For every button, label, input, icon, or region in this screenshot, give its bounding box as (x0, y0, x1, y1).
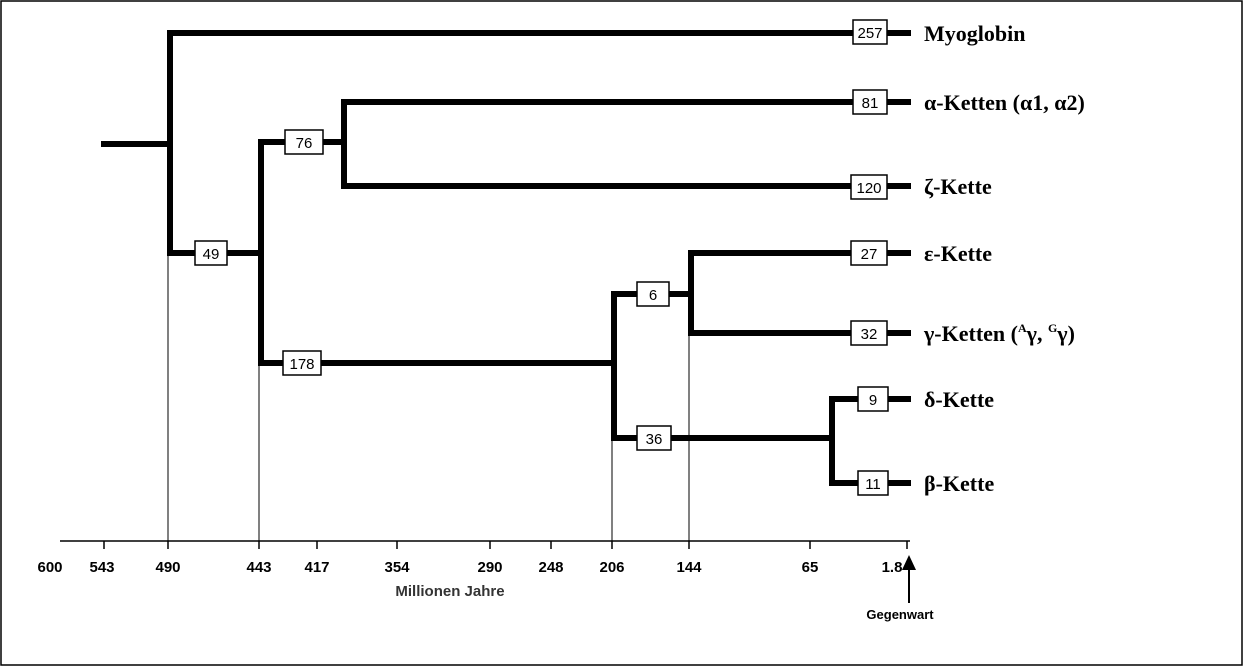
value-box-gamma: 32 (850, 320, 888, 346)
value-alpha: 81 (862, 95, 879, 112)
label-alpha-n2: 2) (1067, 90, 1085, 115)
label-myoglobin: Myoglobin (924, 21, 1025, 46)
label-alpha: α-Ketten (α1, α2) (924, 90, 1085, 115)
label-zeta-symbol: ζ (924, 174, 934, 199)
value-box-epsilon: 27 (850, 240, 888, 266)
label-epsilon: ε-Kette (924, 241, 992, 266)
tick-label-490: 490 (155, 559, 180, 576)
value-delta: 9 (869, 392, 877, 409)
axis-tick-labels: 600 543 490 443 417 354 290 248 206 144 … (37, 559, 902, 576)
label-zeta: ζ-Kette (924, 174, 992, 199)
value-alpha-zeta: 76 (296, 135, 313, 152)
value-beta-cluster: 178 (289, 356, 314, 373)
label-gamma-sup1: A (1018, 321, 1027, 335)
label-gamma-close: ) (1068, 321, 1075, 346)
value-beta: 11 (865, 476, 881, 493)
tick-label-290: 290 (477, 559, 502, 576)
present-marker: Gegenwart (866, 555, 934, 622)
label-delta-text: -Kette (935, 387, 994, 412)
label-gamma-s1: γ (1026, 321, 1037, 346)
axis-ticks (103, 541, 908, 549)
tick-label-543: 543 (89, 559, 114, 576)
label-gamma-s2: γ (1056, 321, 1067, 346)
value-zeta: 120 (856, 180, 881, 197)
tick-label-144: 144 (676, 559, 702, 576)
value-box-delta-beta: 36 (636, 425, 672, 451)
label-alpha-s1: α (1020, 90, 1033, 115)
tick-label-600: 600 (37, 559, 62, 576)
label-zeta-text: -Kette (933, 174, 992, 199)
label-gamma-text: -Ketten ( (934, 321, 1018, 346)
label-gamma-symbol: γ (923, 321, 934, 346)
label-delta-symbol: δ (924, 387, 935, 412)
label-alpha-symbol: α (924, 90, 937, 115)
time-axis: 600 543 490 443 417 354 290 248 206 144 … (37, 540, 934, 622)
tick-label-443: 443 (246, 559, 271, 576)
value-epsilon: 27 (861, 246, 878, 263)
label-beta-text: -Kette (936, 471, 995, 496)
label-alpha-text: -Ketten ( (936, 90, 1020, 115)
label-delta: δ-Kette (924, 387, 994, 412)
value-box-lower: 49 (194, 240, 228, 266)
branch-value-boxes: 257 81 76 120 49 178 27 6 (194, 19, 889, 496)
tick-label-354: 354 (384, 559, 410, 576)
tick-label-417: 417 (304, 559, 329, 576)
value-box-alpha: 81 (852, 89, 888, 115)
value-box-epsilon-gamma: 6 (636, 281, 670, 307)
label-epsilon-symbol: ε (924, 241, 933, 266)
label-gamma: γ-Ketten (Aγ, Gγ) (923, 321, 1075, 346)
value-gamma: 32 (861, 326, 878, 343)
value-box-myoglobin: 257 (852, 19, 888, 45)
leaf-labels: Myoglobin α-Ketten (α1, α2) ζ-Kette ε-Ke… (923, 21, 1085, 496)
value-box-delta: 9 (857, 386, 889, 412)
label-beta-symbol: β (924, 471, 936, 496)
label-alpha-s2: α (1054, 90, 1067, 115)
value-delta-beta: 36 (646, 431, 663, 448)
value-box-beta-cluster: 178 (282, 350, 322, 376)
up-arrow-icon (902, 555, 916, 570)
value-myoglobin: 257 (857, 25, 882, 42)
label-epsilon-text: -Kette (933, 241, 992, 266)
value-lower: 49 (203, 246, 220, 263)
tick-label-206: 206 (599, 559, 624, 576)
value-box-alpha-zeta: 76 (284, 129, 324, 155)
value-box-zeta: 120 (850, 174, 888, 200)
axis-title: Millionen Jahre (395, 583, 504, 600)
tick-label-65: 65 (802, 559, 819, 576)
present-label: Gegenwart (866, 607, 934, 622)
value-box-beta: 11 (857, 470, 889, 496)
tick-label-1-8: 1.8 (882, 559, 903, 576)
label-gamma-sep: , (1037, 321, 1048, 346)
tick-label-248: 248 (538, 559, 563, 576)
label-gamma-sup2: G (1048, 321, 1057, 335)
label-beta: β-Kette (924, 471, 994, 496)
label-alpha-n1: 1, (1032, 90, 1054, 115)
value-epsilon-gamma: 6 (649, 287, 657, 304)
